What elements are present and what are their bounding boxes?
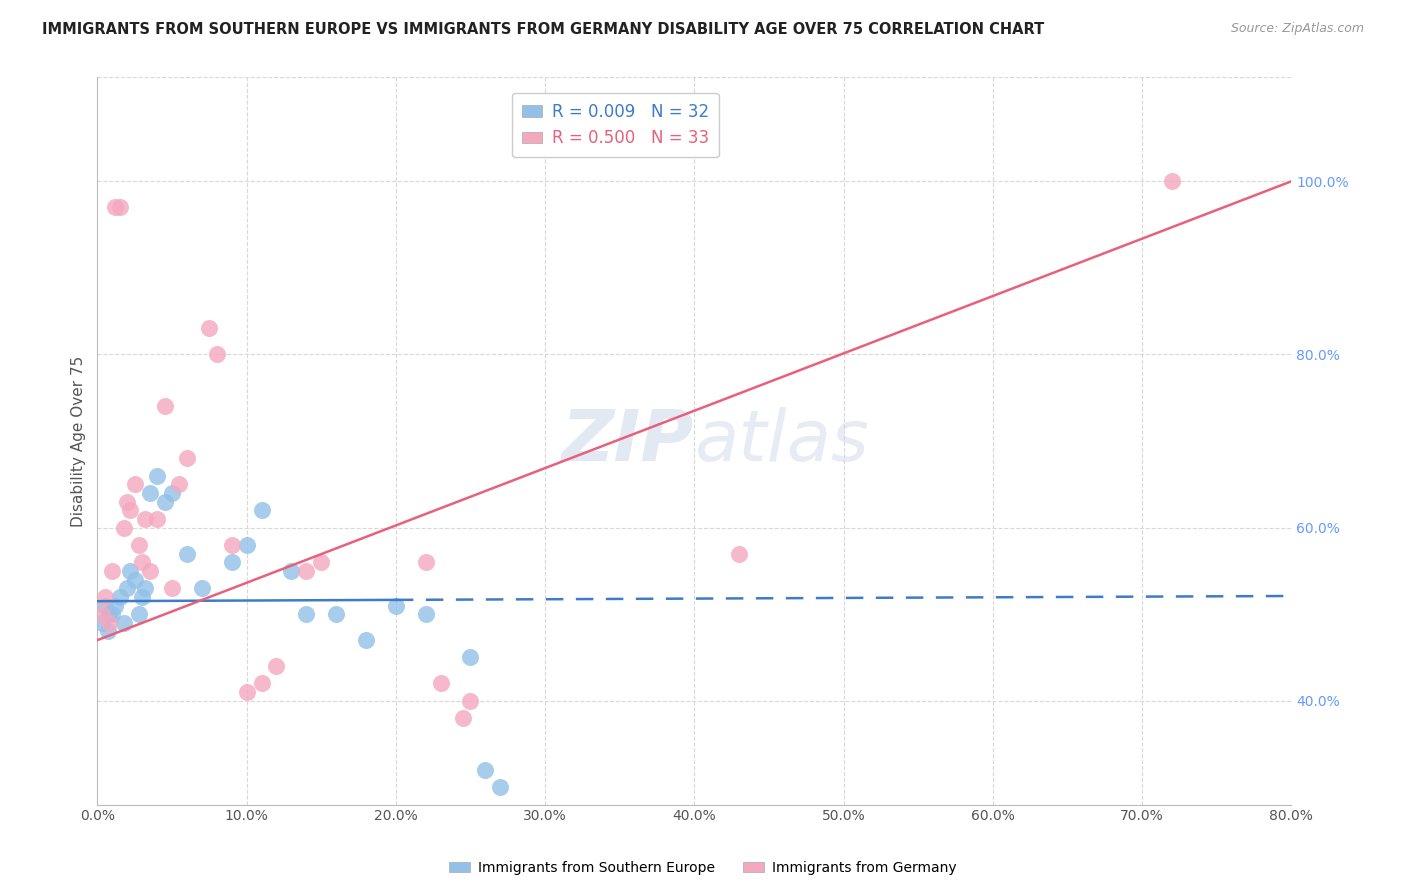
Point xyxy=(295,564,318,578)
Point xyxy=(460,650,482,665)
Point xyxy=(176,451,198,466)
Point xyxy=(128,538,150,552)
Point xyxy=(120,564,142,578)
Point xyxy=(112,615,135,630)
Legend: R = 0.009   N = 32, R = 0.500   N = 33: R = 0.009 N = 32, R = 0.500 N = 33 xyxy=(512,93,718,157)
Point xyxy=(429,676,451,690)
Point xyxy=(235,685,257,699)
Point xyxy=(415,555,437,569)
Text: atlas: atlas xyxy=(695,407,869,475)
Point xyxy=(98,607,121,622)
Point xyxy=(115,494,138,508)
Point xyxy=(385,599,408,613)
Point xyxy=(250,676,273,690)
Point xyxy=(98,615,121,630)
Text: Source: ZipAtlas.com: Source: ZipAtlas.com xyxy=(1230,22,1364,36)
Point xyxy=(101,607,124,622)
Point xyxy=(266,659,288,673)
Point xyxy=(250,503,273,517)
Point xyxy=(1161,174,1184,188)
Point xyxy=(415,607,437,622)
Text: IMMIGRANTS FROM SOUTHERN EUROPE VS IMMIGRANTS FROM GERMANY DISABILITY AGE OVER 7: IMMIGRANTS FROM SOUTHERN EUROPE VS IMMIG… xyxy=(42,22,1045,37)
Point xyxy=(160,486,183,500)
Point xyxy=(138,564,160,578)
Point xyxy=(176,547,198,561)
Point xyxy=(108,200,131,214)
Point xyxy=(221,538,243,552)
Text: ZIP: ZIP xyxy=(562,407,695,475)
Point xyxy=(94,599,117,613)
Point xyxy=(115,581,138,595)
Point xyxy=(131,555,153,569)
Point xyxy=(146,468,169,483)
Point xyxy=(280,564,302,578)
Point xyxy=(728,547,751,561)
Point xyxy=(108,590,131,604)
Point xyxy=(309,555,332,569)
Point xyxy=(295,607,318,622)
Legend: Immigrants from Southern Europe, Immigrants from Germany: Immigrants from Southern Europe, Immigra… xyxy=(443,855,963,880)
Point xyxy=(460,694,482,708)
Point xyxy=(153,494,176,508)
Point xyxy=(153,400,176,414)
Point xyxy=(354,633,377,648)
Point xyxy=(90,607,112,622)
Point xyxy=(131,590,153,604)
Point xyxy=(128,607,150,622)
Point xyxy=(235,538,257,552)
Point xyxy=(134,512,156,526)
Point xyxy=(94,590,117,604)
Point xyxy=(205,347,228,361)
Point xyxy=(325,607,347,622)
Point xyxy=(134,581,156,595)
Point xyxy=(451,711,474,725)
Point xyxy=(97,624,120,639)
Point xyxy=(124,573,146,587)
Point xyxy=(489,780,512,795)
Point xyxy=(104,200,127,214)
Point xyxy=(146,512,169,526)
Point xyxy=(112,520,135,534)
Point xyxy=(198,321,221,335)
Point xyxy=(221,555,243,569)
Point xyxy=(90,615,112,630)
Point xyxy=(474,763,496,777)
Point xyxy=(120,503,142,517)
Point xyxy=(101,564,124,578)
Point xyxy=(191,581,214,595)
Point xyxy=(138,486,160,500)
Point xyxy=(160,581,183,595)
Y-axis label: Disability Age Over 75: Disability Age Over 75 xyxy=(72,355,86,526)
Point xyxy=(169,477,191,491)
Point xyxy=(104,599,127,613)
Point xyxy=(124,477,146,491)
